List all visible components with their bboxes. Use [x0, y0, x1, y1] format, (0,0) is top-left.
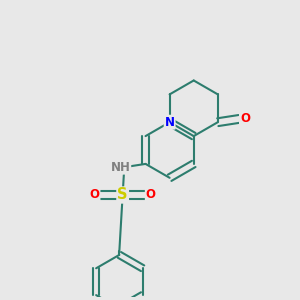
Text: NH: NH [110, 161, 130, 174]
Text: O: O [89, 188, 100, 202]
Text: O: O [240, 112, 250, 125]
Text: N: N [165, 116, 175, 129]
Text: O: O [146, 188, 156, 202]
Text: S: S [117, 188, 128, 202]
